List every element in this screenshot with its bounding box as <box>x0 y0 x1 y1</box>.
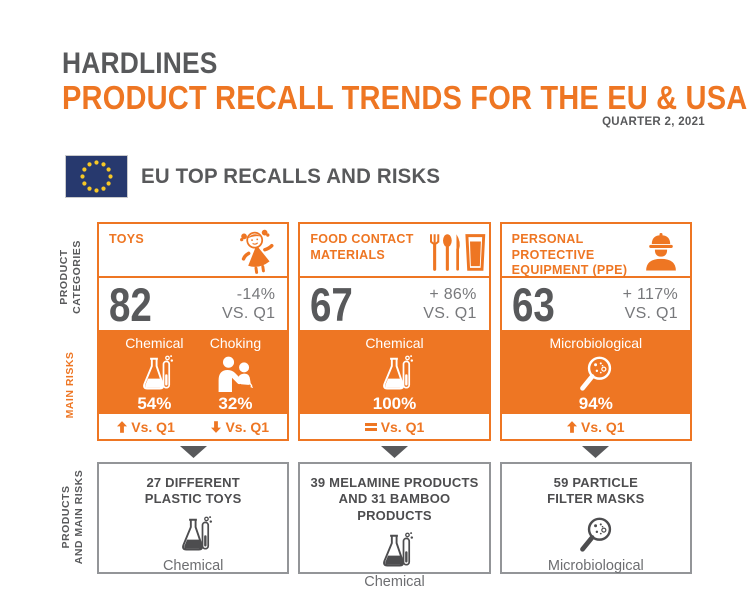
arrow-up-icon <box>117 421 127 433</box>
column-food-contact-materials: FOOD CONTACT MATERIALS 67 + 86% VS. Q1 <box>298 222 491 590</box>
categories-grid: TOYS 82 -14% VS. Q1 Chemic <box>97 222 692 590</box>
trend-strip: Vs. Q1 <box>300 414 489 439</box>
period-label: QUARTER 2, 2021 <box>602 116 705 128</box>
recall-count: 63 <box>511 277 555 331</box>
row-label-product-categories: PRODUCT CATEGORIES <box>57 240 83 314</box>
risk-choking: Choking 32% <box>209 335 262 413</box>
products-box-ppe: 59 PARTICLE FILTER MASKS Microbiological <box>499 462 692 574</box>
row-label-products-and-main-risks: PRODUCTS AND MAIN RISKS <box>59 469 85 565</box>
column-toys: TOYS 82 -14% VS. Q1 Chemic <box>97 222 290 574</box>
arrow-down-icon <box>211 421 221 433</box>
recall-count: 67 <box>310 277 354 331</box>
equals-icon <box>365 422 377 432</box>
products-box-toys: 27 DIFFERENT PLASTIC TOYS Chemical <box>97 462 290 574</box>
doll-icon <box>235 228 282 280</box>
trend-up: Vs. Q1 <box>502 419 690 435</box>
trend-equal: Vs. Q1 <box>300 419 488 435</box>
risk-chemical: Chemical 54% <box>125 335 184 413</box>
category-card-ppe: PERSONAL PROTECTIVE EQUIPMENT (PPE) 63 +… <box>499 222 692 441</box>
eu-flag-icon <box>65 155 128 198</box>
page-subtitle: PRODUCT RECALL TRENDS FOR THE EU & USA <box>62 79 748 116</box>
arrow-up-icon <box>567 421 577 433</box>
flask-icon <box>300 529 488 571</box>
column-ppe: PERSONAL PROTECTIVE EQUIPMENT (PPE) 63 +… <box>499 222 692 574</box>
down-arrow-icon <box>180 446 207 458</box>
down-arrow-icon <box>381 446 408 458</box>
section-title: EU TOP RECALLS AND RISKS <box>141 164 441 188</box>
main-risks-row: Chemical 54% Choking 32% <box>99 330 288 414</box>
microbe-magnifier-icon <box>575 353 617 393</box>
flask-icon <box>99 513 287 555</box>
category-title: FOOD CONTACT MATERIALS <box>310 232 414 262</box>
card-header: FOOD CONTACT MATERIALS <box>300 224 489 278</box>
row-label-main-risks: MAIN RISKS <box>64 351 77 419</box>
category-card-toys: TOYS 82 -14% VS. Q1 Chemic <box>97 222 290 441</box>
products-box-food-contact: 39 MELAMINE PRODUCTS AND 31 BAMBOO PRODU… <box>298 462 491 590</box>
page-title: HARDLINES <box>62 47 218 80</box>
cutlery-icon <box>426 232 486 277</box>
trend-up: Vs. Q1 <box>99 419 193 435</box>
card-header: PERSONAL PROTECTIVE EQUIPMENT (PPE) <box>501 224 690 278</box>
recall-change: + 117% VS. Q1 <box>622 285 678 322</box>
risk-microbiological: Microbiological 94% <box>549 335 643 414</box>
recall-count-row: 82 -14% VS. Q1 <box>99 278 287 330</box>
down-arrow-icon <box>582 446 609 458</box>
recall-change: -14% VS. Q1 <box>221 285 276 322</box>
trend-strip: Vs. Q1 Vs. Q1 <box>99 414 288 439</box>
risk-chemical: Chemical 100% <box>365 335 424 413</box>
main-risks-row: Chemical 100% <box>300 330 489 414</box>
main-risks-row: Microbiological 94% <box>501 330 690 414</box>
recall-change: + 86% VS. Q1 <box>423 285 477 322</box>
worker-helmet-icon <box>640 230 682 276</box>
flask-icon <box>133 353 175 393</box>
choking-icon <box>214 353 256 393</box>
recall-count-row: 63 + 117% VS. Q1 <box>502 278 690 330</box>
card-header: TOYS <box>99 224 288 280</box>
category-title: PERSONAL PROTECTIVE EQUIPMENT (PPE) <box>511 232 628 278</box>
trend-strip: Vs. Q1 <box>501 414 690 439</box>
microbe-magnifier-icon <box>502 513 690 555</box>
category-card-food-contact: FOOD CONTACT MATERIALS 67 + 86% VS. Q1 <box>298 222 491 441</box>
category-title: TOYS <box>109 232 145 246</box>
flask-icon <box>373 353 415 393</box>
recall-count: 82 <box>109 277 152 331</box>
trend-down: Vs. Q1 <box>193 419 287 435</box>
recall-count-row: 67 + 86% VS. Q1 <box>300 278 488 330</box>
